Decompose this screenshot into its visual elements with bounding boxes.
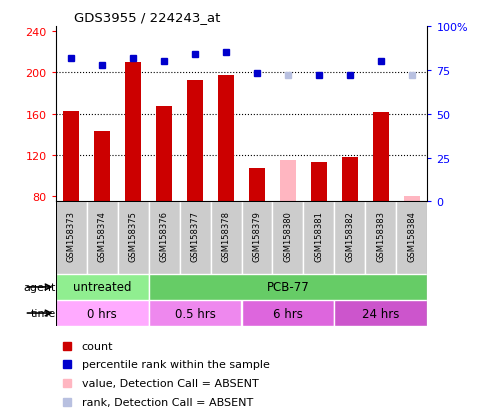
Bar (86, 202, 117, 274)
Bar (311, 163, 327, 202)
Bar (249, 169, 265, 202)
Bar (373, 112, 389, 202)
Text: GSM158376: GSM158376 (159, 211, 169, 261)
Text: PCB-77: PCB-77 (267, 281, 310, 294)
Text: GDS3955 / 224243_at: GDS3955 / 224243_at (74, 11, 221, 24)
Bar (334, 300, 427, 326)
Bar (117, 202, 149, 274)
Bar (272, 202, 303, 274)
Bar (149, 274, 427, 300)
Text: GSM158374: GSM158374 (98, 211, 107, 261)
Bar (334, 202, 366, 274)
Text: GSM158383: GSM158383 (376, 211, 385, 261)
Bar (218, 76, 234, 202)
Text: GSM158382: GSM158382 (345, 211, 355, 261)
Text: count: count (82, 341, 113, 351)
Bar (397, 202, 427, 274)
Bar (211, 202, 242, 274)
Text: 0 hrs: 0 hrs (87, 307, 117, 320)
Text: 0.5 hrs: 0.5 hrs (174, 307, 215, 320)
Text: rank, Detection Call = ABSENT: rank, Detection Call = ABSENT (82, 396, 253, 407)
Text: time: time (30, 308, 56, 318)
Bar (187, 81, 203, 202)
Bar (242, 300, 334, 326)
Bar (56, 300, 149, 326)
Bar (125, 63, 141, 202)
Bar (56, 202, 86, 274)
Text: GSM158384: GSM158384 (408, 211, 416, 261)
Bar (149, 300, 242, 326)
Bar (366, 202, 397, 274)
Text: GSM158378: GSM158378 (222, 211, 230, 261)
Bar (404, 197, 420, 202)
Bar (94, 132, 110, 202)
Text: GSM158380: GSM158380 (284, 211, 293, 261)
Bar (56, 274, 149, 300)
Text: percentile rank within the sample: percentile rank within the sample (82, 360, 270, 370)
Text: GSM158379: GSM158379 (253, 211, 261, 261)
Text: GSM158381: GSM158381 (314, 211, 324, 261)
Bar (149, 202, 180, 274)
Bar (180, 202, 211, 274)
Text: GSM158377: GSM158377 (190, 211, 199, 261)
Text: 6 hrs: 6 hrs (273, 307, 303, 320)
Bar (156, 107, 172, 202)
Bar (280, 161, 296, 202)
Text: GSM158375: GSM158375 (128, 211, 138, 261)
Bar (342, 158, 358, 202)
Text: agent: agent (23, 282, 56, 292)
Text: GSM158373: GSM158373 (67, 211, 75, 261)
Text: 24 hrs: 24 hrs (362, 307, 399, 320)
Bar (63, 112, 79, 202)
Bar (242, 202, 272, 274)
Bar (303, 202, 334, 274)
Text: untreated: untreated (73, 281, 131, 294)
Text: value, Detection Call = ABSENT: value, Detection Call = ABSENT (82, 378, 258, 388)
